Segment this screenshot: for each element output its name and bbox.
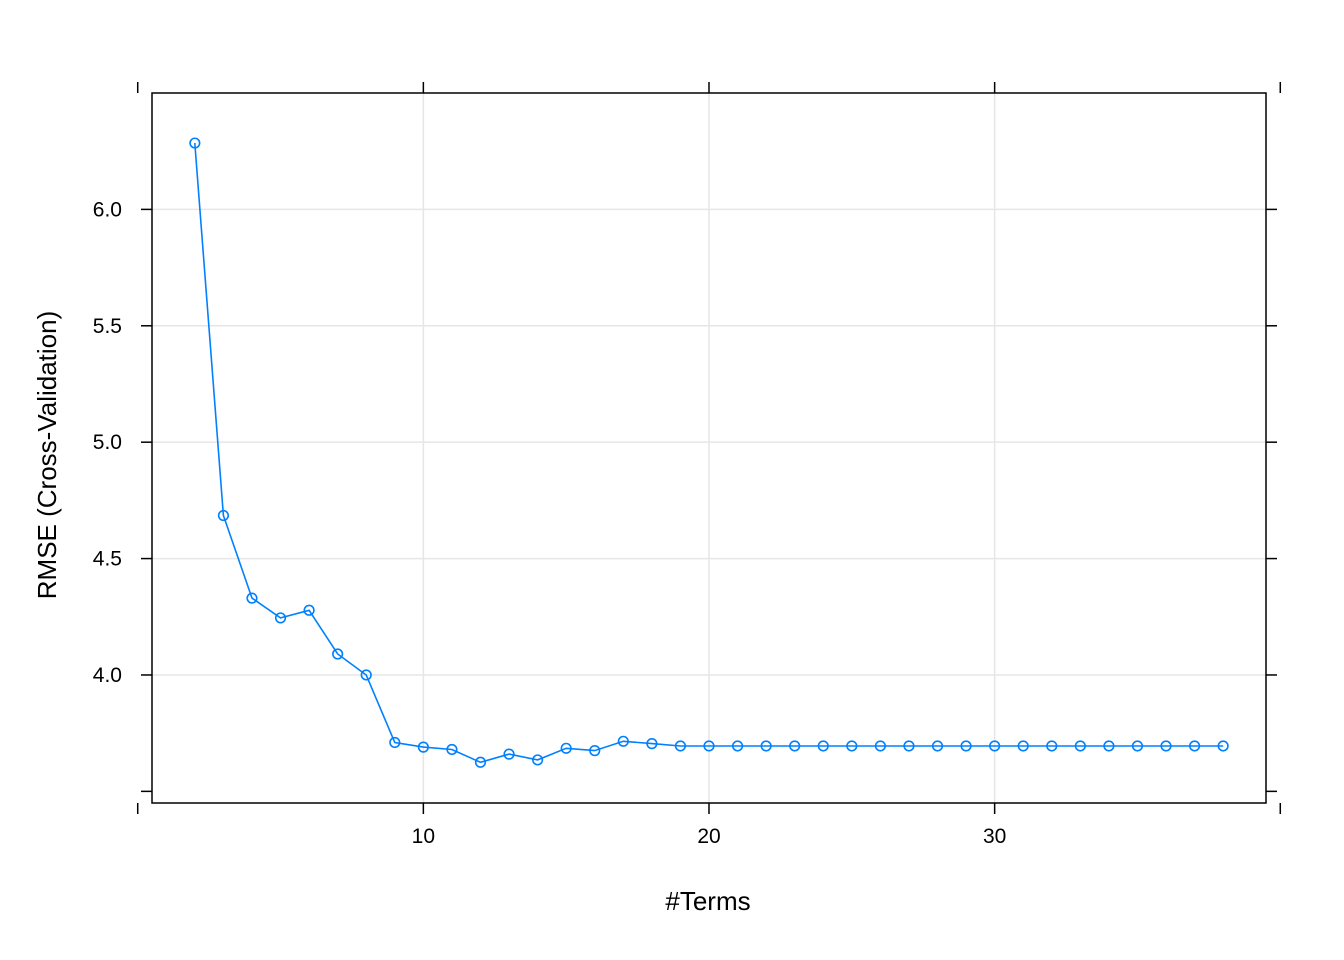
data-point [446,743,458,756]
data-point [989,740,1001,752]
data-point [1131,740,1144,752]
grid-lines [152,93,1266,803]
data-point [246,592,258,604]
data-point [389,736,401,749]
y-tick-label: 6.0 [93,198,122,221]
axis-ticks: 10 20 30 4.0 4.5 5.0 5.5 6.0 [93,82,1282,848]
y-tick-label: 4.5 [93,548,122,571]
data-point [960,740,972,752]
y-tick-label: 5.5 [93,315,122,338]
data-point [589,745,601,757]
data-point [1017,740,1029,752]
y-axis-title: RMSE (Cross-Validation) [32,311,62,599]
data-point [1188,740,1201,752]
data-point [1074,740,1086,752]
data-point [646,738,658,750]
data-point [360,669,372,681]
data-point [560,742,572,754]
data-point [474,756,487,768]
data-point [532,754,544,766]
data-point [417,741,429,753]
data-point [189,137,201,149]
data-point [703,740,715,752]
data-point [274,612,287,624]
data-point [332,648,344,660]
data-point [931,740,944,752]
data-point [789,740,801,752]
x-tick-label: 20 [697,825,720,848]
data-point [217,509,230,522]
data-point [617,735,629,747]
x-tick-label: 10 [412,825,435,848]
data-point [1103,740,1115,752]
data-point [903,740,915,752]
data-point [874,740,886,752]
data-point [303,604,315,616]
data-point [1160,740,1172,752]
series-line [194,142,1224,764]
data-point [674,740,687,752]
data-point [817,740,829,752]
y-tick-label: 5.0 [93,431,122,454]
y-tick-label: 4.0 [93,664,122,687]
data-point [760,740,772,752]
data-point [731,740,744,752]
data-point [1046,740,1058,752]
data-point [846,740,858,752]
data-point [503,748,515,760]
series-layer [189,137,1229,768]
data-point [1217,740,1229,752]
x-tick-label: 30 [983,825,1006,848]
x-axis-title: #Terms [665,886,750,916]
